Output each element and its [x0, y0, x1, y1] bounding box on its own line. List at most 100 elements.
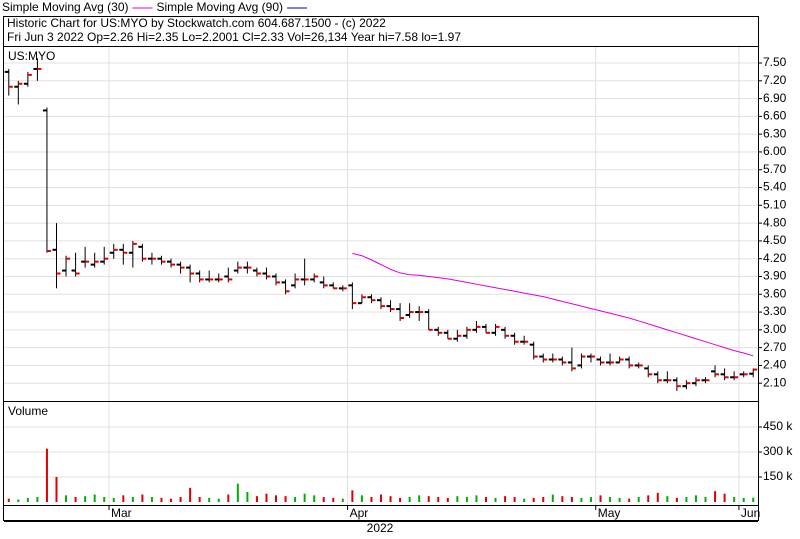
moving-average-line: [352, 252, 754, 357]
volume-bar: [475, 495, 478, 502]
volume-bar: [341, 498, 344, 502]
volume-bar: [74, 497, 77, 502]
volume-bar: [370, 497, 373, 502]
y-tick-label: 5.10: [763, 197, 787, 211]
y-tick-label: 7.20: [763, 73, 787, 87]
volume-bar: [208, 497, 211, 502]
volume-bar: [65, 495, 68, 502]
volume-bar: [494, 497, 497, 502]
volume-bar: [122, 495, 125, 502]
volume-bar: [360, 495, 363, 502]
year-label: 2022: [367, 521, 394, 535]
volume-bar: [685, 497, 688, 502]
volume-bar: [179, 497, 182, 502]
y-tick-label: 300 k: [763, 444, 793, 458]
y-tick-label: 6.90: [763, 91, 787, 105]
volume-bar: [303, 493, 306, 502]
y-tick-label: 3.60: [763, 286, 787, 300]
volume-bar: [694, 495, 697, 502]
volume-bar: [160, 497, 163, 502]
y-tick-label: 3.30: [763, 304, 787, 318]
volume-bar: [236, 483, 239, 502]
y-tick-label: 450 k: [763, 419, 793, 433]
volume-bar: [532, 497, 535, 502]
volume-bar: [84, 496, 87, 502]
volume-bar: [255, 496, 258, 502]
volume-bar: [714, 491, 717, 502]
volume-bar: [589, 497, 592, 502]
volume-bar: [170, 498, 173, 502]
volume-bar: [723, 493, 726, 502]
volume-bar: [313, 495, 316, 502]
volume-bar: [408, 497, 411, 502]
volume-bar: [351, 490, 354, 502]
volume-bar: [112, 497, 115, 502]
volume-bar: [666, 496, 669, 502]
volume-bar: [628, 498, 631, 502]
volume-bar: [561, 496, 564, 502]
x-tick-label: May: [598, 506, 621, 520]
volume-bar: [456, 496, 459, 502]
volume-bar: [580, 497, 583, 502]
y-tick-label: 2.70: [763, 340, 787, 354]
volume-bar: [437, 497, 440, 502]
x-tick-label: Apr: [350, 506, 369, 520]
x-tick-label: Mar: [111, 506, 132, 520]
y-tick-label: 4.50: [763, 233, 787, 247]
chart-title: Historic Chart for US:MYO by Stockwatch.…: [7, 16, 386, 30]
volume-bar: [322, 497, 325, 502]
volume-bar: [150, 497, 153, 502]
volume-bar: [332, 497, 335, 502]
volume-bar: [227, 494, 230, 502]
volume-bar: [465, 497, 468, 502]
volume-bar: [752, 497, 755, 502]
y-tick-label: 6.00: [763, 144, 787, 158]
chart-frame: [3, 16, 759, 521]
volume-bar: [141, 494, 144, 502]
volume-bar: [570, 497, 573, 502]
volume-bar: [675, 497, 678, 502]
volume-bar: [275, 495, 278, 502]
volume-bar: [103, 497, 106, 502]
volume-bar: [523, 498, 526, 502]
volume-bar: [647, 495, 650, 502]
volume-bar: [637, 497, 640, 502]
volume-bar: [246, 492, 249, 502]
volume-bar: [504, 496, 507, 502]
volume-bar: [198, 497, 201, 502]
volume-bar: [742, 497, 745, 502]
volume-bar: [17, 499, 20, 502]
chart-subtitle: Fri Jun 3 2022 Op=2.26 Hi=2.35 Lo=2.2001…: [7, 30, 461, 44]
y-tick-label: 4.20: [763, 251, 787, 265]
volume-bar: [131, 497, 134, 502]
volume-bar: [36, 497, 39, 502]
volume-bar: [26, 497, 29, 502]
volume-bar: [733, 497, 736, 502]
y-tick-label: 5.70: [763, 162, 787, 176]
y-tick-label: 7.50: [763, 55, 787, 69]
volume-bar: [513, 497, 516, 502]
legend-label: Simple Moving Avg (30): [2, 0, 129, 14]
volume-bar: [380, 494, 382, 502]
legend-label: Simple Moving Avg (90): [157, 0, 284, 14]
y-tick-label: 3.90: [763, 269, 787, 283]
x-tick-label: Jun: [741, 506, 760, 520]
y-tick-label: 2.10: [763, 375, 787, 389]
volume-bar: [189, 487, 192, 502]
volume-bar: [446, 497, 449, 502]
volume-bar: [55, 477, 58, 502]
volume-bar: [542, 497, 545, 502]
y-tick-label: 150 k: [763, 469, 793, 483]
volume-label: Volume: [8, 404, 48, 418]
y-tick-label: 2.40: [763, 358, 787, 372]
y-tick-label: 6.30: [763, 126, 787, 140]
volume-bar: [609, 497, 612, 502]
volume-bar: [93, 494, 96, 502]
y-tick-label: 5.40: [763, 180, 787, 194]
volume-bar: [7, 498, 10, 502]
y-tick-label: 4.80: [763, 215, 787, 229]
volume-bar: [399, 497, 402, 502]
volume-bar: [599, 495, 602, 502]
